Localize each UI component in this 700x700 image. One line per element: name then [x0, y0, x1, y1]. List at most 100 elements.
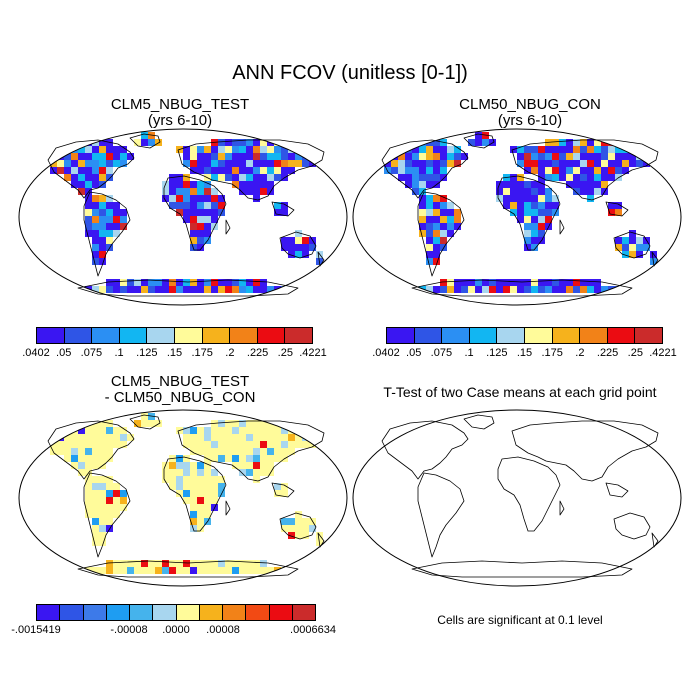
- grid-cell: [134, 560, 141, 567]
- grid-cell: [398, 146, 405, 153]
- grid-cell: [426, 237, 433, 244]
- grid-cell: [510, 195, 517, 202]
- grid-cell: [531, 160, 538, 167]
- grid-cell: [85, 181, 92, 188]
- grid-cell: [64, 427, 71, 434]
- grid-cell: [197, 188, 204, 195]
- grid-cell: [482, 139, 489, 146]
- grid-cell: [440, 230, 447, 237]
- grid-cell: [141, 560, 148, 567]
- grid-cell: [99, 483, 106, 490]
- grid-cell: [426, 251, 433, 258]
- grid-cell: [197, 195, 204, 202]
- grid-cell: [85, 504, 92, 511]
- grid-cell: [183, 497, 190, 504]
- grid-cell: [190, 448, 197, 455]
- grid-cell: [496, 279, 503, 286]
- grid-cell: [169, 279, 176, 286]
- grid-cell: [288, 160, 295, 167]
- grid-cell: [120, 223, 127, 230]
- colorbar-swatch: [92, 328, 120, 343]
- grid-cell: [295, 434, 302, 441]
- grid-cell: [197, 427, 204, 434]
- coastlines: [381, 414, 659, 578]
- grid-cell: [281, 434, 288, 441]
- coastline: [613, 512, 651, 540]
- grid-cell: [510, 174, 517, 181]
- grid-cell: [64, 160, 71, 167]
- grid-cell: [71, 434, 78, 441]
- grid-cell: [204, 279, 211, 286]
- colorbar-test-case: [36, 327, 313, 344]
- grid-cell: [106, 153, 113, 160]
- grid-cell: [517, 188, 524, 195]
- grid-cell: [113, 209, 120, 216]
- grid-cell: [148, 139, 155, 146]
- coastline: [77, 560, 299, 578]
- grid-cell: [85, 497, 92, 504]
- map-border: [18, 128, 348, 306]
- grid-cell: [267, 455, 274, 462]
- grid-cell: [384, 153, 391, 160]
- grid-cell: [253, 441, 260, 448]
- grid-cell: [190, 511, 197, 518]
- grid-cell: [106, 237, 113, 244]
- grid-cell: [92, 181, 99, 188]
- grid-cell: [580, 139, 587, 146]
- grid-cell: [440, 195, 447, 202]
- grid-cell: [405, 160, 412, 167]
- coastline: [271, 482, 295, 498]
- colorbar-swatch: [497, 328, 525, 343]
- grid-cell: [197, 237, 204, 244]
- colorbar3-tick: .0000: [162, 624, 190, 636]
- grid-cell: [454, 146, 461, 153]
- coastline: [225, 219, 231, 235]
- grid-cell: [447, 202, 454, 209]
- grid-cell: [120, 216, 127, 223]
- grid-cell: [426, 146, 433, 153]
- grid-cell: [239, 420, 246, 427]
- grid-cell: [225, 146, 232, 153]
- coastline: [381, 139, 469, 199]
- grid-cell: [190, 518, 197, 525]
- grid-cell: [302, 160, 309, 167]
- grid-cell: [92, 525, 99, 532]
- grid-cell: [183, 427, 190, 434]
- grid-cell: [218, 434, 225, 441]
- coastline: [83, 472, 131, 558]
- grid-cell: [211, 174, 218, 181]
- grid-cell: [218, 560, 225, 567]
- grid-cell: [71, 167, 78, 174]
- coastline: [47, 139, 135, 199]
- grid-cell: [601, 153, 608, 160]
- grid-cell: [587, 286, 594, 293]
- grid-cell: [92, 153, 99, 160]
- grid-cell: [99, 525, 106, 532]
- grid-cell: [78, 420, 85, 427]
- grid-cell: [531, 188, 538, 195]
- grid-cell: [141, 132, 148, 139]
- grid-cell: [106, 223, 113, 230]
- grid-cell: [85, 146, 92, 153]
- grid-cell: [211, 216, 218, 223]
- grid-cell: [608, 146, 615, 153]
- panel2-title-line1: CLM50_NBUG_CON: [459, 96, 601, 113]
- grid-cell: [468, 286, 475, 293]
- colorbar1-tick: .175: [191, 347, 213, 359]
- grid-cell: [615, 153, 622, 160]
- grid-cell: [169, 469, 176, 476]
- grid-cell: [211, 279, 218, 286]
- colorbar2-tick: .2: [575, 347, 585, 359]
- grid-cell: [232, 279, 239, 286]
- colorbar-swatch: [607, 328, 636, 343]
- grid-cell: [92, 567, 99, 574]
- grid-cell: [260, 455, 267, 462]
- grid-cell: [253, 469, 260, 476]
- grid-cell: [106, 286, 113, 293]
- grid-cell: [197, 202, 204, 209]
- grid-cell: [253, 181, 260, 188]
- grid-cell: [601, 146, 608, 153]
- grid-cell: [197, 146, 204, 153]
- panel2-title: CLM50_NBUG_CON (yrs 6-10): [380, 97, 680, 129]
- grid-cell: [302, 146, 309, 153]
